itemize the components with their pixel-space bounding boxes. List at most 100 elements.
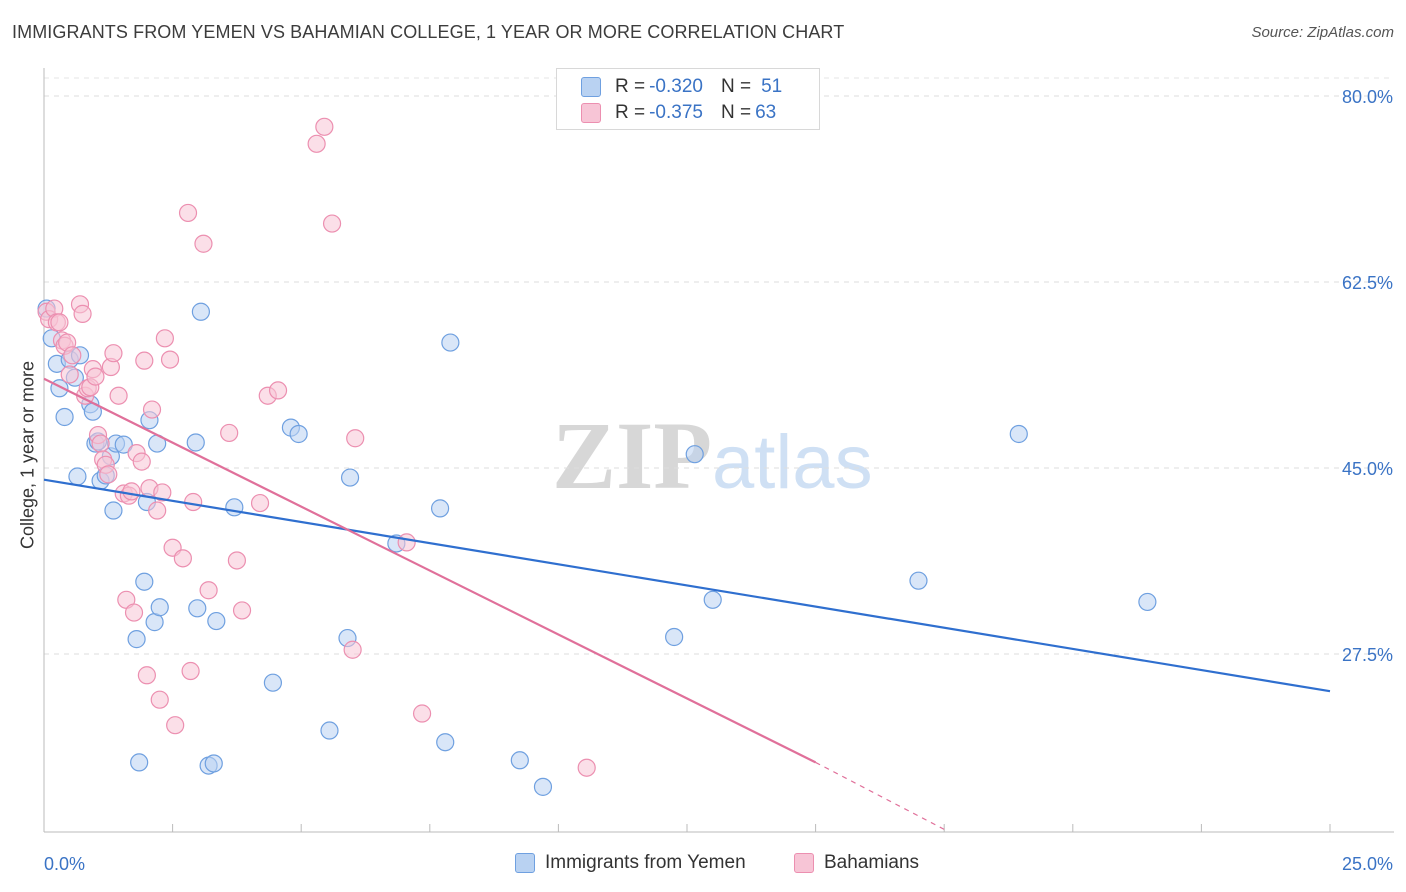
data-point-bahamians bbox=[178, 203, 198, 223]
data-point-bahamians bbox=[99, 465, 118, 484]
data-point-yemen bbox=[320, 721, 339, 740]
legend-n-value: 51 bbox=[761, 76, 783, 97]
data-point-yemen bbox=[340, 468, 360, 487]
data-point-bahamians bbox=[148, 501, 167, 520]
data-point-yemen bbox=[207, 611, 226, 631]
data-point-yemen bbox=[150, 598, 169, 617]
data-point-yemen bbox=[436, 733, 455, 752]
data-point-yemen bbox=[204, 754, 223, 773]
data-point-yemen bbox=[104, 501, 123, 520]
data-point-bahamians bbox=[60, 365, 79, 384]
data-point-bahamians bbox=[104, 344, 123, 363]
data-point-yemen bbox=[127, 630, 146, 649]
data-point-bahamians bbox=[315, 117, 334, 136]
watermark-zip: ZIP bbox=[552, 402, 713, 509]
data-point-bahamians bbox=[220, 423, 239, 443]
data-point-bahamians bbox=[322, 214, 342, 233]
data-point-bahamians bbox=[307, 134, 326, 153]
data-point-yemen bbox=[1009, 424, 1028, 444]
legend-n-label: N = bbox=[720, 102, 752, 123]
data-point-yemen bbox=[225, 498, 244, 517]
data-point-bahamians bbox=[122, 482, 141, 501]
y-tick-label: 45.0% bbox=[1342, 459, 1393, 479]
trendline-yemen bbox=[43, 478, 1331, 693]
data-point-bahamians bbox=[343, 640, 362, 659]
data-point-yemen bbox=[186, 433, 205, 452]
data-point-yemen bbox=[191, 302, 210, 321]
data-point-bahamians bbox=[150, 690, 169, 709]
data-point-bahamians bbox=[91, 434, 110, 453]
watermark: ZIPatlas bbox=[552, 400, 873, 511]
legend-r-label: R = bbox=[615, 76, 646, 97]
data-point-bahamians bbox=[184, 492, 203, 512]
data-point-bahamians bbox=[268, 381, 288, 400]
legend-r-label: R = bbox=[615, 102, 646, 123]
data-point-bahamians bbox=[346, 429, 365, 448]
data-point-bahamians bbox=[63, 346, 82, 365]
data-point-bahamians bbox=[50, 313, 69, 332]
data-point-bahamians bbox=[153, 483, 172, 502]
data-point-bahamians bbox=[142, 400, 162, 419]
data-point-bahamians bbox=[86, 367, 105, 386]
x-tick-label: 0.0% bbox=[44, 854, 85, 874]
data-point-bahamians bbox=[194, 234, 213, 253]
data-point-yemen bbox=[135, 572, 154, 591]
data-point-bahamians bbox=[109, 386, 128, 405]
trendline-bahamians-extension bbox=[815, 761, 945, 830]
data-point-bahamians bbox=[227, 551, 246, 570]
data-point-yemen bbox=[510, 751, 529, 770]
legend-swatch-bahamians bbox=[581, 103, 601, 123]
legend-swatch-yemen bbox=[515, 853, 535, 873]
data-point-yemen bbox=[909, 571, 928, 590]
data-point-yemen bbox=[685, 445, 704, 464]
data-point-yemen bbox=[289, 424, 308, 444]
data-point-yemen bbox=[55, 407, 74, 427]
data-point-yemen bbox=[68, 467, 87, 486]
legend-label-yemen: Immigrants from Yemen bbox=[545, 852, 746, 873]
y-tick-label: 62.5% bbox=[1342, 273, 1393, 293]
data-point-bahamians bbox=[124, 603, 144, 622]
data-point-bahamians bbox=[132, 452, 151, 471]
trendline-bahamians bbox=[43, 377, 817, 764]
legend-label-bahamians: Bahamians bbox=[824, 852, 920, 873]
legend-n-value: 63 bbox=[755, 102, 777, 123]
data-point-yemen bbox=[665, 627, 684, 647]
data-point-bahamians bbox=[137, 666, 156, 685]
series-legend: Immigrants from Yemen Bahamians bbox=[0, 852, 1406, 876]
chart-title: IMMIGRANTS FROM YEMEN VS BAHAMIAN COLLEG… bbox=[12, 22, 845, 42]
source-credit: Source: ZipAtlas.com bbox=[1251, 24, 1394, 41]
y-tick-label: 27.5% bbox=[1342, 645, 1393, 665]
legend-item-bahamians: Bahamians bbox=[794, 852, 919, 874]
data-point-bahamians bbox=[577, 758, 596, 777]
legend-row-bahamians: R = -0.375 N = 63 bbox=[581, 101, 780, 125]
legend-swatch-bahamians bbox=[794, 853, 814, 873]
data-point-bahamians bbox=[181, 661, 200, 681]
legend-n-label: N = bbox=[720, 76, 752, 97]
legend-swatch-yemen bbox=[581, 77, 601, 97]
legend-row-yemen: R = -0.320 N = 51 bbox=[581, 75, 786, 99]
data-point-yemen bbox=[188, 599, 207, 618]
data-point-yemen bbox=[263, 673, 283, 692]
y-axis-label: College, 1 year or more bbox=[17, 360, 38, 550]
y-tick-label: 80.0% bbox=[1342, 87, 1393, 107]
data-point-bahamians bbox=[166, 716, 185, 735]
data-point-bahamians bbox=[155, 329, 174, 348]
x-tick-label: 25.0% bbox=[1342, 854, 1393, 874]
data-point-bahamians bbox=[173, 549, 192, 568]
data-point-bahamians bbox=[160, 350, 180, 369]
data-point-bahamians bbox=[397, 533, 416, 552]
data-point-yemen bbox=[703, 590, 722, 609]
data-point-bahamians bbox=[135, 351, 154, 370]
data-point-bahamians bbox=[412, 704, 432, 723]
data-point-yemen bbox=[430, 499, 450, 518]
data-point-bahamians bbox=[199, 581, 218, 600]
watermark-atlas: atlas bbox=[712, 420, 873, 505]
data-point-yemen bbox=[130, 753, 149, 772]
data-point-yemen bbox=[533, 777, 553, 796]
data-point-yemen bbox=[1138, 592, 1157, 612]
data-point-yemen bbox=[114, 435, 133, 454]
legend-r-value: -0.375 bbox=[649, 102, 703, 123]
data-point-bahamians bbox=[232, 601, 252, 620]
legend-r-value: -0.320 bbox=[649, 76, 703, 97]
